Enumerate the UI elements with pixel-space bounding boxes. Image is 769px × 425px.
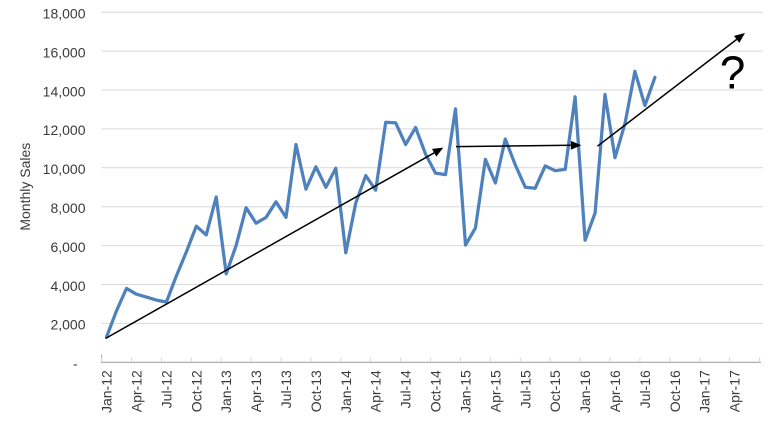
svg-text:Apr-13: Apr-13 <box>248 370 264 412</box>
svg-text:Oct-15: Oct-15 <box>547 370 563 412</box>
svg-text:Oct-13: Oct-13 <box>308 370 324 412</box>
svg-text:Jul-14: Jul-14 <box>398 370 414 408</box>
svg-text:Jul-12: Jul-12 <box>158 370 174 408</box>
svg-text:6,000: 6,000 <box>50 239 85 255</box>
svg-text:16,000: 16,000 <box>43 44 86 60</box>
svg-text:Jul-13: Jul-13 <box>278 370 294 408</box>
svg-text:Jan-15: Jan-15 <box>458 370 474 413</box>
svg-text:Oct-16: Oct-16 <box>667 370 683 412</box>
svg-text:Oct-12: Oct-12 <box>188 370 204 412</box>
svg-text:18,000: 18,000 <box>43 6 86 22</box>
svg-text:Apr-17: Apr-17 <box>727 370 743 412</box>
svg-text:-: - <box>73 356 78 372</box>
svg-text:Jan-12: Jan-12 <box>99 370 115 413</box>
svg-text:4,000: 4,000 <box>50 278 85 294</box>
svg-text:Jan-14: Jan-14 <box>338 370 354 413</box>
svg-text:?: ? <box>720 47 746 99</box>
svg-text:Monthly Sales: Monthly Sales <box>17 143 33 231</box>
svg-text:12,000: 12,000 <box>43 122 86 138</box>
svg-text:Oct-14: Oct-14 <box>428 370 444 412</box>
svg-text:Jan-13: Jan-13 <box>218 370 234 413</box>
svg-text:Jul-15: Jul-15 <box>517 370 533 408</box>
svg-text:10,000: 10,000 <box>43 161 86 177</box>
svg-text:Jul-16: Jul-16 <box>637 370 653 408</box>
svg-text:8,000: 8,000 <box>50 200 85 216</box>
svg-text:14,000: 14,000 <box>43 83 86 99</box>
svg-text:Apr-16: Apr-16 <box>607 370 623 412</box>
svg-text:Jan-17: Jan-17 <box>697 370 713 413</box>
svg-text:Apr-14: Apr-14 <box>368 370 384 412</box>
svg-text:Apr-12: Apr-12 <box>128 370 144 412</box>
svg-text:Apr-15: Apr-15 <box>487 370 503 412</box>
svg-text:Jan-16: Jan-16 <box>577 370 593 413</box>
svg-text:2,000: 2,000 <box>50 317 85 333</box>
